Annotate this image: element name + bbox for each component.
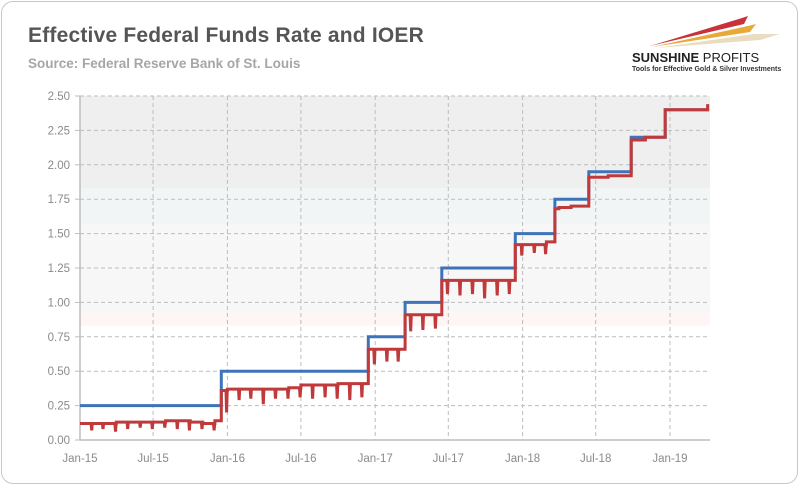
- x-tick-label: Jan-18: [505, 453, 540, 465]
- y-tick-label: 0.25: [48, 401, 70, 413]
- background-band: [80, 312, 710, 326]
- x-tick-label: Jul-15: [137, 453, 168, 465]
- logo-name: SUNSHINE PROFITS: [632, 50, 759, 65]
- y-tick-label: 2.50: [48, 91, 70, 103]
- y-tick-label: 0.50: [48, 366, 70, 378]
- x-tick-label: Jul-17: [433, 453, 464, 465]
- x-tick-label: Jan-19: [652, 453, 687, 465]
- background-band: [80, 188, 710, 224]
- sunshine-profits-logo: SUNSHINE PROFITS Tools for Effective Gol…: [630, 14, 790, 80]
- x-tick-label: Jan-15: [62, 453, 97, 465]
- y-tick-label: 0.75: [48, 332, 70, 344]
- background-bands: [80, 96, 710, 326]
- y-tick-label: 2.25: [48, 125, 70, 137]
- x-tick-label: Jul-18: [580, 453, 611, 465]
- chart-title: Effective Federal Funds Rate and IOER: [28, 24, 424, 47]
- y-tick-label: 2.00: [48, 160, 70, 172]
- y-tick-label: 1.75: [48, 194, 70, 206]
- x-tick-label: Jan-16: [210, 453, 245, 465]
- x-tick-label: Jan-17: [358, 453, 393, 465]
- y-axis: 0.00 0.25 0.50 0.75 1.00 1.25 1.50 1.75 2.00 2.25…: [48, 91, 80, 447]
- x-axis: Jan-15 Jul-15 Jan-16 Jul-16 Jan-17 Jul-17 Jan-…: [62, 453, 687, 465]
- logo-name-light: PROFITS: [699, 50, 760, 65]
- y-tick-label: 1.00: [48, 297, 70, 309]
- logo-rays-icon: [650, 16, 780, 48]
- logo-name-bold: SUNSHINE: [632, 50, 700, 65]
- y-tick-label: 1.25: [48, 263, 70, 275]
- y-tick-label: 1.50: [48, 229, 70, 241]
- series-lines: [80, 104, 710, 432]
- effr-line: [80, 104, 710, 432]
- logo-tagline: Tools for Effective Gold & Silver Invest…: [632, 66, 782, 73]
- x-tick-label: Jul-16: [285, 453, 316, 465]
- y-tick-label: 0.00: [48, 435, 70, 447]
- chart-subtitle: Source: Federal Reserve Bank of St. Loui…: [28, 56, 301, 71]
